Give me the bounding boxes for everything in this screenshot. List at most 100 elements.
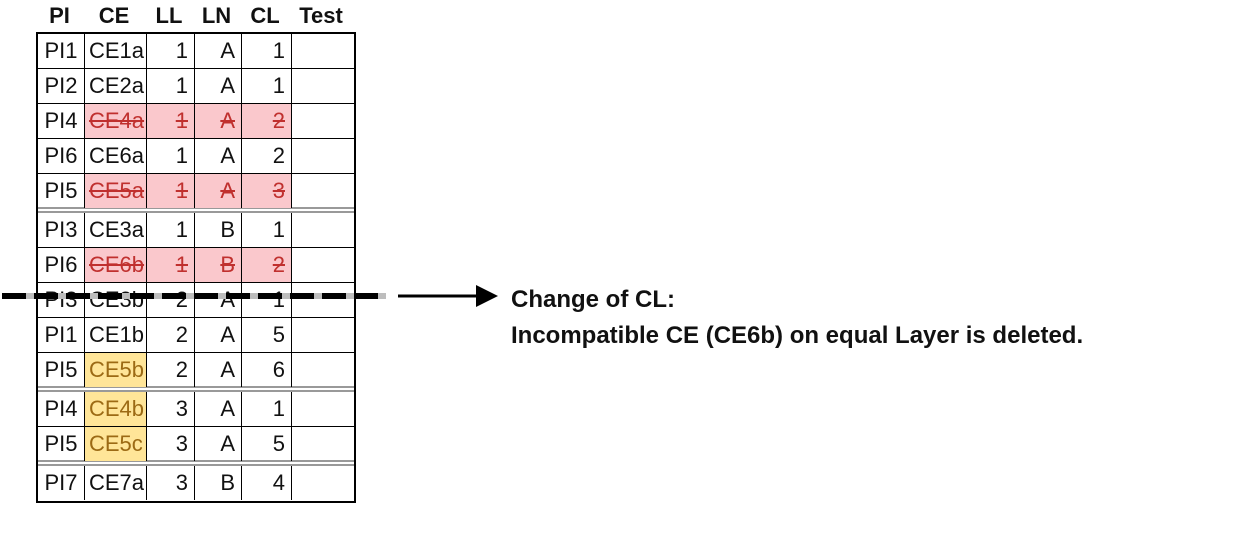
cell-ce: CE6b xyxy=(85,248,147,282)
cell-cl: 1 xyxy=(242,34,292,68)
header-test: Test xyxy=(299,3,343,28)
cell-ln: B xyxy=(195,213,242,247)
table-row: PI3 CE3b 2 A 1 xyxy=(38,283,354,318)
cell-ln: A xyxy=(195,174,242,208)
cell-test xyxy=(292,174,354,208)
cell-ln: A xyxy=(195,34,242,68)
cell-cl: 2 xyxy=(242,248,292,282)
cell-ll: 2 xyxy=(147,283,195,317)
cell-pi: PI3 xyxy=(38,213,85,247)
cell-ce: CE7a xyxy=(85,466,147,500)
table-body: PI1 CE1a 1 A 1 PI2 CE2a 1 A 1 PI4 CE4a 1 A 2 PI6 CE6a 1 A 2… xyxy=(36,32,356,503)
cell-cl: 1 xyxy=(242,69,292,103)
cell-ll: 3 xyxy=(147,392,195,426)
table-row: PI5 CE5c 3 A 5 xyxy=(38,427,354,466)
cell-ll: 1 xyxy=(147,213,195,247)
cell-cl: 1 xyxy=(242,283,292,317)
cell-pi: PI5 xyxy=(38,174,85,208)
cell-ce: CE5c xyxy=(85,427,147,461)
table-row-deleted: PI4 CE4a 1 A 2 xyxy=(38,104,354,139)
table-row: PI6 CE6a 1 A 2 xyxy=(38,139,354,174)
cell-ll: 1 xyxy=(147,69,195,103)
cell-cl: 2 xyxy=(242,139,292,173)
annotation-title: Change of CL: xyxy=(511,286,675,313)
cell-ln: A xyxy=(195,318,242,352)
cell-pi: PI2 xyxy=(38,69,85,103)
cell-test xyxy=(292,34,354,68)
cell-ll: 2 xyxy=(147,353,195,387)
cell-pi: PI5 xyxy=(38,353,85,387)
cell-test xyxy=(292,139,354,173)
cell-ce: CE5a xyxy=(85,174,147,208)
cell-ce: CE6a xyxy=(85,139,147,173)
cell-pi: PI6 xyxy=(38,248,85,282)
annotation-text: Incompatible CE (CE6b) on equal Layer is… xyxy=(511,322,1084,349)
header-ln: LN xyxy=(201,3,232,28)
cell-test xyxy=(292,69,354,103)
cell-ln: A xyxy=(195,353,242,387)
cell-pi: PI4 xyxy=(38,104,85,138)
cell-ln: A xyxy=(195,104,242,138)
table-row: PI1 CE1b 2 A 5 xyxy=(38,318,354,353)
cell-pi: PI3 xyxy=(38,283,85,317)
cell-test xyxy=(292,392,354,426)
table-row: PI7 CE7a 3 B 4 xyxy=(38,466,354,501)
cell-ll: 1 xyxy=(147,248,195,282)
arrow-right-icon xyxy=(398,285,498,307)
cell-ll: 1 xyxy=(147,174,195,208)
change-annotation: Change of CL: Incompatible CE (CE6b) on … xyxy=(511,282,1083,354)
cell-test xyxy=(292,213,354,247)
cell-ce: CE3a xyxy=(85,213,147,247)
cell-cl: 5 xyxy=(242,427,292,461)
cell-test xyxy=(292,318,354,352)
cell-test xyxy=(292,104,354,138)
cell-ce: CE4b xyxy=(85,392,147,426)
cell-pi: PI7 xyxy=(38,466,85,500)
header-pi: PI xyxy=(49,3,70,28)
cell-ln: A xyxy=(195,139,242,173)
ce-layer-table: PI CE LL LN CL Test PI1 CE1a 1 A 1 PI2 CE2a 1 A 1… xyxy=(36,0,356,503)
cell-pi: PI4 xyxy=(38,392,85,426)
cell-ll: 1 xyxy=(147,139,195,173)
table-row: PI3 CE3a 1 B 1 xyxy=(38,213,354,248)
cell-test xyxy=(292,427,354,461)
cell-pi: PI5 xyxy=(38,427,85,461)
cell-pi: PI1 xyxy=(38,34,85,68)
cell-ce: CE1b xyxy=(85,318,147,352)
cell-ll: 1 xyxy=(147,34,195,68)
table-row-deleted: PI5 CE5a 1 A 3 xyxy=(38,174,354,213)
cell-cl: 2 xyxy=(242,104,292,138)
cell-cl: 1 xyxy=(242,392,292,426)
table-row: PI2 CE2a 1 A 1 xyxy=(38,69,354,104)
cell-ln: A xyxy=(195,427,242,461)
cell-ll: 2 xyxy=(147,318,195,352)
cell-pi: PI6 xyxy=(38,139,85,173)
cell-test xyxy=(292,466,354,500)
cell-ll: 3 xyxy=(147,466,195,500)
table-header: PI CE LL LN CL Test xyxy=(36,0,356,32)
cell-ln: A xyxy=(195,283,242,317)
header-ce: CE xyxy=(98,3,130,28)
cell-cl: 6 xyxy=(242,353,292,387)
cell-ln: A xyxy=(195,69,242,103)
cell-cl: 5 xyxy=(242,318,292,352)
table-row: PI1 CE1a 1 A 1 xyxy=(38,34,354,69)
cell-ce: CE1a xyxy=(85,34,147,68)
cell-test xyxy=(292,283,354,317)
table-row: PI5 CE5b 2 A 6 xyxy=(38,353,354,392)
cell-ce: CE4a xyxy=(85,104,147,138)
header-ll: LL xyxy=(155,3,183,28)
cell-ce: CE2a xyxy=(85,69,147,103)
cell-ln: A xyxy=(195,392,242,426)
header-cl: CL xyxy=(250,3,280,28)
cell-cl: 3 xyxy=(242,174,292,208)
cell-ce: CE3b xyxy=(85,283,147,317)
cell-test xyxy=(292,248,354,282)
cell-cl: 4 xyxy=(242,466,292,500)
cell-pi: PI1 xyxy=(38,318,85,352)
cell-ln: B xyxy=(195,466,242,500)
cell-ln: B xyxy=(195,248,242,282)
cell-ll: 3 xyxy=(147,427,195,461)
table-row-deleted: PI6 CE6b 1 B 2 xyxy=(38,248,354,283)
cell-cl: 1 xyxy=(242,213,292,247)
